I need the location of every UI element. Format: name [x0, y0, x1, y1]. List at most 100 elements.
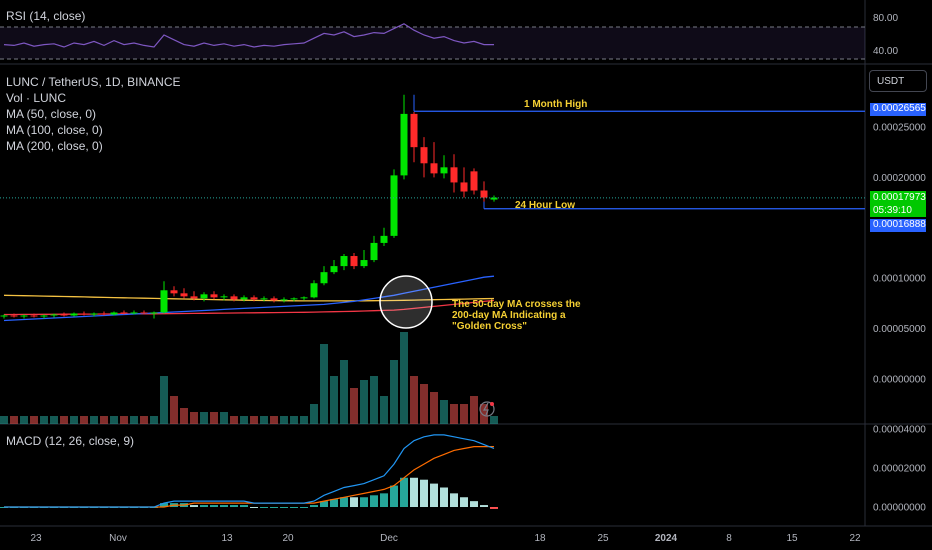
symbol-title: LUNC / TetherUS, 1D, BINANCE — [6, 75, 181, 89]
rsi-tick-40: 40.00 — [873, 46, 898, 57]
candle-body — [480, 190, 488, 198]
volume-bar — [350, 388, 358, 424]
last-price-value: 0.00017973 — [873, 192, 926, 203]
candle-body — [30, 315, 38, 317]
time-tick: 15 — [786, 533, 798, 544]
time-tick: Nov — [109, 533, 127, 544]
high-price-label: 0.00026565 — [870, 103, 926, 116]
macd-histogram-bar — [350, 497, 358, 507]
volume-bar — [60, 416, 68, 424]
macd-histogram-bar — [220, 505, 228, 507]
golden-cross-annotation-line3: "Golden Cross" — [452, 321, 527, 332]
price-tick: 0.00010000 — [873, 274, 926, 285]
candle-body — [70, 313, 78, 316]
golden-cross-marker — [379, 275, 433, 329]
macd-histogram-bar — [210, 505, 218, 507]
rsi-line — [3, 23, 494, 48]
candle-body — [330, 266, 338, 273]
volume-bar — [480, 404, 488, 424]
candle-body — [240, 297, 248, 300]
macd-histogram-bar — [410, 477, 418, 507]
volume-bar — [460, 404, 468, 424]
volume-bar — [50, 416, 58, 424]
volume-bar — [320, 344, 328, 424]
time-tick: 25 — [597, 533, 609, 544]
macd-histogram-bar — [420, 479, 428, 507]
candle-body — [0, 315, 8, 317]
volume-bar — [380, 396, 388, 424]
volume-bar — [270, 416, 278, 424]
volume-bar — [300, 416, 308, 424]
macd-histogram-bar — [360, 497, 368, 507]
low-24h-annotation: 24 Hour Low — [515, 200, 575, 211]
candle-body — [180, 293, 188, 297]
time-tick: 8 — [726, 533, 732, 544]
candle-body — [120, 312, 128, 314]
candle-body — [360, 260, 368, 267]
macd-histogram-bar — [280, 507, 288, 508]
volume-bar — [150, 416, 158, 424]
time-tick: 23 — [30, 533, 42, 544]
volume-bar — [290, 416, 298, 424]
macd-histogram-bar — [160, 503, 168, 507]
candle-body — [40, 315, 48, 317]
volume-bar — [340, 360, 348, 424]
time-tick: Dec — [380, 533, 398, 544]
candle-body — [340, 256, 348, 267]
candle-body — [300, 297, 308, 299]
volume-bar — [110, 416, 118, 424]
time-tick: 2024 — [655, 533, 678, 544]
candle-body — [390, 175, 398, 236]
candle-body — [470, 171, 478, 191]
rsi-band — [0, 27, 865, 59]
candle-body — [490, 197, 498, 200]
ma200-legend: MA (200, close, 0) — [6, 139, 103, 153]
ma50-legend: MA (50, close, 0) — [6, 107, 97, 121]
volume-bar — [450, 404, 458, 424]
volume-bar — [100, 416, 108, 424]
volume-bar — [160, 376, 168, 424]
volume-bar — [20, 416, 28, 424]
volume-bar — [430, 392, 438, 424]
volume-bar — [70, 416, 78, 424]
candle-body — [100, 313, 108, 315]
candle-body — [210, 294, 218, 298]
candle-body — [350, 256, 358, 267]
price-tick: 0.00000000 — [873, 375, 926, 386]
candle-body — [250, 297, 258, 300]
volume-bar — [170, 396, 178, 424]
volume-bar — [90, 416, 98, 424]
candle-body — [270, 298, 278, 301]
candle-body — [90, 313, 98, 315]
candle-body — [60, 314, 68, 316]
time-tick: 22 — [849, 533, 861, 544]
candle-body — [160, 290, 168, 313]
macd-histogram-bar — [230, 505, 238, 507]
macd-histogram-bar — [240, 505, 248, 507]
volume-bars — [0, 332, 498, 424]
candle-body — [370, 242, 378, 261]
volume-bar — [230, 416, 238, 424]
main-legend: LUNC / TetherUS, 1D, BINANCE Vol · LUNC … — [6, 74, 181, 154]
quote-currency-button[interactable]: USDT — [869, 70, 927, 92]
macd-histogram-bar — [470, 501, 478, 507]
candle-body — [310, 283, 318, 298]
macd-histogram-bar — [300, 507, 308, 508]
golden-cross-annotation-line1: The 50-day MA crosses the — [452, 299, 581, 310]
volume-bar — [370, 376, 378, 424]
volume-bar — [390, 360, 398, 424]
candle-body — [430, 163, 438, 174]
alert-icon — [479, 401, 495, 417]
one-month-high-annotation: 1 Month High — [524, 99, 587, 110]
candle-body — [130, 312, 138, 314]
volume-bar — [240, 416, 248, 424]
alert-icon-bolt — [482, 402, 489, 416]
macd-histogram-bar — [480, 505, 488, 507]
golden-cross-annotation-line2: 200-day MA Indicating a — [452, 310, 566, 321]
macd-histogram-bar — [290, 507, 298, 508]
candle-body — [190, 296, 198, 299]
volume-bar — [400, 332, 408, 424]
volume-bar — [120, 416, 128, 424]
rsi-tick-80: 80.00 — [873, 13, 898, 24]
